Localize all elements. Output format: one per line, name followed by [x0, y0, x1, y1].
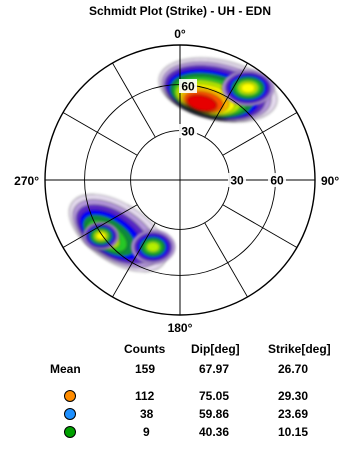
contour-level-5: [146, 241, 160, 253]
dip-ring-label: 60: [270, 174, 284, 188]
header-dip: Dip[deg]: [191, 342, 240, 356]
mean-strike: 26.70: [278, 362, 309, 376]
contour-level-10: [186, 94, 218, 112]
stats-header-row: Counts Dip[deg] Strike[deg]: [0, 342, 360, 358]
stereonet-grid: [44, 44, 316, 316]
contour-level-6: [95, 231, 107, 241]
header-counts: Counts: [124, 342, 166, 356]
schmidt-stereonet: 30 60 30 60 0° 90° 180° 270°: [14, 27, 339, 335]
mean-dip: 67.97: [199, 362, 230, 376]
ring-label-bg: [179, 79, 197, 93]
compass-north: 0°: [174, 27, 186, 41]
density-sw-east-bulge: [130, 229, 176, 265]
row-strike: 23.69: [278, 407, 309, 421]
stats-row-orange: 112 75.05 29.30: [0, 389, 360, 405]
azimuth-spoke-300: [62, 112, 138, 156]
azimuth-spoke-240: [62, 204, 138, 248]
row-counts: 112: [135, 389, 155, 403]
density-ne-east-bulge: [221, 69, 275, 107]
row-strike: 29.30: [278, 389, 309, 403]
azimuth-spoke-150: [204, 222, 248, 298]
azimuth-spoke-30: [204, 62, 248, 138]
ring-label-bg: [179, 124, 197, 138]
density-contours: [68, 57, 278, 272]
green-cluster-dot: [64, 426, 76, 438]
compass-south: 180°: [168, 321, 193, 335]
dip-ring-label: 30: [181, 125, 195, 139]
dip-ring-label: 30: [230, 174, 244, 188]
azimuth-spoke-120: [222, 204, 298, 248]
row-counts: 38: [140, 407, 154, 421]
dip-ring-label: 60: [181, 80, 195, 94]
header-strike: Strike[deg]: [268, 342, 331, 356]
row-strike: 10.15: [278, 425, 309, 439]
ring-label-bg: [268, 173, 286, 187]
row-dip: 75.05: [199, 389, 230, 403]
chart-title: Schmidt Plot (Strike) - UH - EDN: [88, 4, 271, 18]
stats-row-blue: 38 59.86 23.69: [0, 407, 360, 423]
orange-cluster-dot: [64, 390, 76, 402]
azimuth-spoke-330: [112, 62, 156, 138]
contour-level-6: [240, 82, 256, 94]
mean-counts: 159: [135, 362, 156, 376]
row-dip: 40.36: [199, 425, 230, 439]
mean-label: Mean: [50, 362, 81, 376]
stats-row-green: 9 40.36 10.15: [0, 425, 360, 441]
stats-mean-row: Mean 159 67.97 26.70: [0, 362, 360, 378]
ring-label-bg: [228, 173, 246, 187]
density-sw-core: [82, 221, 120, 251]
row-dip: 59.86: [199, 407, 230, 421]
dip-ring-labels: 30 60 30 60: [179, 79, 286, 188]
azimuth-spoke-210: [112, 222, 156, 298]
compass-east: 90°: [321, 174, 339, 188]
azimuth-spoke-60: [222, 112, 298, 156]
compass-labels: 0° 90° 180° 270°: [14, 27, 339, 335]
compass-west: 270°: [14, 174, 39, 188]
blue-cluster-dot: [64, 408, 76, 420]
row-counts: 9: [143, 425, 150, 439]
